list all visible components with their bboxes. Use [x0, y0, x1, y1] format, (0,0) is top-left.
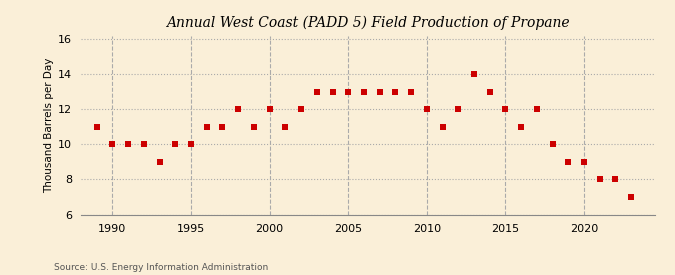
Point	[531, 107, 542, 112]
Point	[484, 90, 495, 94]
Point	[421, 107, 432, 112]
Point	[186, 142, 196, 147]
Point	[327, 90, 338, 94]
Point	[264, 107, 275, 112]
Point	[248, 125, 259, 129]
Point	[390, 90, 401, 94]
Point	[610, 177, 621, 182]
Point	[280, 125, 291, 129]
Point	[437, 125, 448, 129]
Point	[626, 195, 637, 199]
Point	[406, 90, 416, 94]
Point	[516, 125, 526, 129]
Point	[91, 125, 102, 129]
Point	[594, 177, 605, 182]
Point	[311, 90, 322, 94]
Point	[201, 125, 212, 129]
Point	[578, 160, 589, 164]
Point	[358, 90, 369, 94]
Point	[233, 107, 244, 112]
Point	[453, 107, 464, 112]
Text: Source: U.S. Energy Information Administration: Source: U.S. Energy Information Administ…	[54, 263, 268, 272]
Point	[500, 107, 511, 112]
Point	[217, 125, 228, 129]
Point	[107, 142, 118, 147]
Point	[154, 160, 165, 164]
Point	[170, 142, 181, 147]
Point	[374, 90, 385, 94]
Point	[468, 72, 479, 76]
Point	[123, 142, 134, 147]
Y-axis label: Thousand Barrels per Day: Thousand Barrels per Day	[44, 57, 54, 193]
Title: Annual West Coast (PADD 5) Field Production of Propane: Annual West Coast (PADD 5) Field Product…	[166, 16, 570, 31]
Point	[563, 160, 574, 164]
Point	[547, 142, 558, 147]
Point	[296, 107, 306, 112]
Point	[343, 90, 354, 94]
Point	[138, 142, 149, 147]
